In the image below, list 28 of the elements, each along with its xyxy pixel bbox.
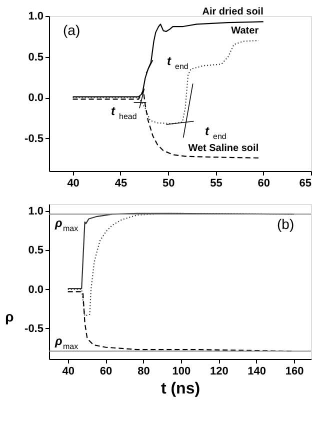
- x-tick-label: 160: [285, 366, 304, 378]
- annotation: (b): [277, 216, 294, 232]
- x-tick-label: 100: [172, 366, 191, 378]
- y-tick-label: 0.0: [28, 284, 44, 296]
- x-tick-label: 140: [248, 366, 266, 378]
- x-tick-label: 120: [210, 366, 228, 378]
- x-tick-label: 80: [138, 366, 150, 378]
- x-axis-title: t (ns): [160, 380, 200, 398]
- series-label: Wet Saline soil: [188, 142, 259, 154]
- x-tick-label: 50: [162, 178, 175, 190]
- x-tick-label: 40: [67, 178, 80, 190]
- y-tick-label: -0.5: [24, 322, 44, 335]
- series-label: Water: [231, 25, 259, 36]
- x-tick-label: 45: [114, 178, 128, 190]
- x-tick-label: 55: [210, 178, 222, 190]
- y-axis-title: ρ: [5, 308, 14, 324]
- x-tick-label: 40: [62, 366, 74, 378]
- y-tick-label: -0.5: [24, 132, 44, 145]
- y-tick-label: 1.0: [28, 10, 44, 22]
- x-tick-label: 60: [100, 366, 112, 378]
- series-label: Air dried soil: [202, 6, 264, 18]
- y-tick-label: 0.5: [28, 51, 44, 64]
- x-tick-label: 60: [258, 178, 270, 190]
- y-tick-label: 1.0: [28, 206, 44, 218]
- annotation: (a): [63, 22, 80, 38]
- x-tick-label: 65: [299, 178, 312, 190]
- y-tick-label: 0.0: [28, 92, 44, 104]
- y-tick-label: 0.5: [28, 244, 44, 257]
